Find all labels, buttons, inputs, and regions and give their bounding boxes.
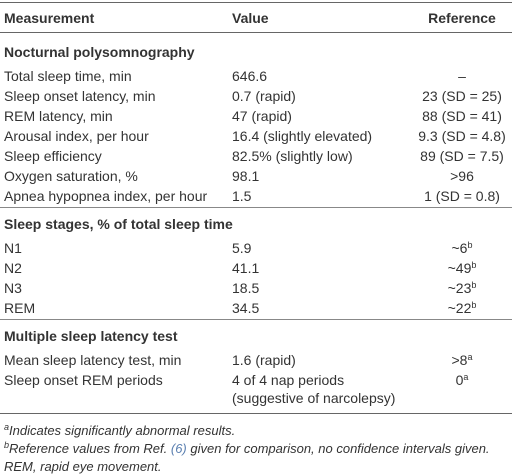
cell: Sleep onset latency, min [4, 88, 156, 104]
cell: N1 [4, 240, 22, 256]
cell: 82.5% (slightly low) [232, 148, 353, 164]
header-cell: Value [232, 10, 269, 26]
footnote: bReference values from Ref. (6) given fo… [4, 440, 490, 458]
cell: 1.5 [232, 188, 252, 204]
cell: 4 of 4 nap periods (suggestive of narcole… [232, 371, 395, 407]
cell: ~22b [407, 299, 512, 317]
footnote-mark: b [4, 440, 10, 450]
cell: 23 (SD = 25) [422, 88, 502, 104]
bottom-rule [0, 413, 512, 414]
cell-text: 0 [455, 372, 464, 388]
cell-line: 4 of 4 nap periods [232, 372, 345, 388]
section-rule [0, 207, 512, 208]
footnote-text: Reference values from Ref. [9, 441, 171, 456]
cell-text: ~23 [447, 280, 472, 296]
cell-text: ~49 [447, 260, 472, 276]
cell: N3 [4, 280, 22, 296]
cell-text: ~22 [447, 300, 472, 316]
cell: 34.5 [232, 300, 260, 316]
footnote-text: given for comparison, no confidence inte… [186, 441, 490, 456]
cell: 646.6 [232, 68, 268, 84]
cell: 98.1 [232, 168, 260, 184]
cell: N2 [4, 260, 22, 276]
footnote-mark: a [4, 422, 10, 432]
cell: 1 (SD = 0.8) [424, 188, 500, 204]
cell-line: (suggestive of narcolepsy) [232, 390, 396, 406]
footnote-text: REM, rapid eye movement. [4, 459, 162, 474]
header-cell: Measurement [4, 10, 95, 26]
cell: 88 (SD = 41) [422, 108, 502, 124]
cell: 9.3 (SD = 4.8) [418, 128, 506, 144]
cell-text: >8 [451, 352, 468, 368]
footnote-text: Indicates significantly abnormal results… [9, 423, 236, 438]
superscript: b [467, 240, 473, 250]
cell: 18.5 [232, 280, 260, 296]
header-rule [0, 32, 512, 33]
cell-text: ~6 [451, 240, 468, 256]
cell: 47 (rapid) [232, 108, 292, 124]
cell: Oxygen saturation, % [4, 168, 138, 184]
cell: >8a [407, 351, 512, 369]
cell: 41.1 [232, 260, 260, 276]
cell: ~49b [407, 259, 512, 277]
superscript: b [471, 260, 477, 270]
cell: Apnea hypopnea index, per hour [4, 188, 208, 204]
cell: 16.4 (slightly elevated) [232, 128, 373, 144]
cell: 0.7 (rapid) [232, 88, 296, 104]
cell: 89 (SD = 7.5) [420, 148, 504, 164]
superscript: a [463, 372, 469, 382]
cell: Total sleep time, min [4, 68, 132, 84]
cell: – [458, 68, 466, 84]
cell: Sleep onset REM periods [4, 372, 163, 388]
cell: REM [4, 300, 36, 316]
cell: 5.9 [232, 240, 252, 256]
section-title: Sleep stages, % of total sleep time [4, 216, 233, 232]
cell: ~23b [407, 279, 512, 297]
cell: REM latency, min [4, 108, 113, 124]
citation: (6) [170, 441, 187, 456]
cell: 1.6 (rapid) [232, 352, 296, 368]
cell: ~6b [407, 239, 512, 257]
superscript: b [471, 280, 477, 290]
section-title: Multiple sleep latency test [4, 328, 178, 344]
section-title: Nocturnal polysomnography [4, 44, 195, 60]
section-rule [0, 319, 512, 320]
cell: >96 [450, 168, 474, 184]
superscript: a [467, 352, 473, 362]
superscript: b [471, 300, 477, 310]
footnote: REM, rapid eye movement. [4, 458, 162, 476]
top-rule [0, 2, 512, 3]
cell: Arousal index, per hour [4, 128, 149, 144]
cell: 0a [407, 371, 512, 389]
cell: Mean sleep latency test, min [4, 352, 182, 368]
header-cell: Reference [428, 10, 496, 26]
footnote: aIndicates significantly abnormal result… [4, 422, 235, 440]
cell: Sleep efficiency [4, 148, 102, 164]
